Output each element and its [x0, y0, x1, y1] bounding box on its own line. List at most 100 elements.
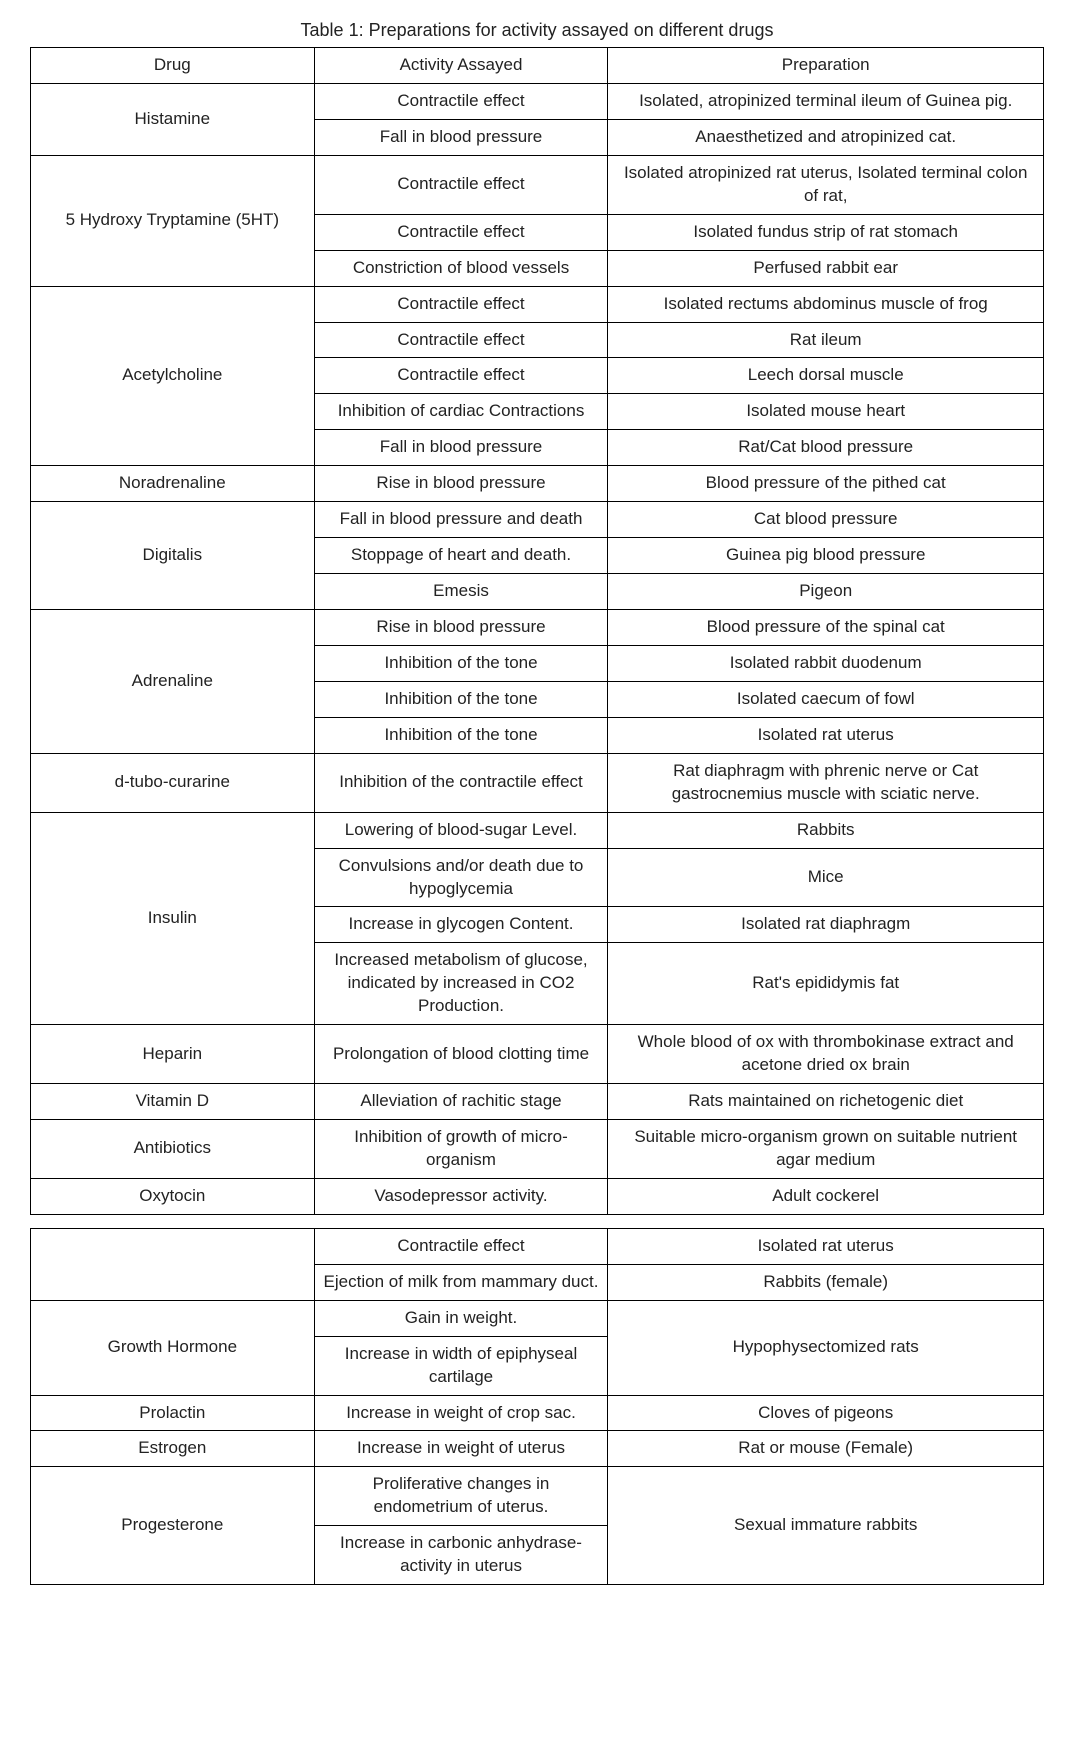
- drug-cell: d-tubo-curarine: [31, 753, 315, 812]
- preparation-cell: Blood pressure of the pithed cat: [608, 466, 1044, 502]
- preparation-cell: Isolated rectums abdominus muscle of fro…: [608, 286, 1044, 322]
- preparation-cell: Rats maintained on richetogenic diet: [608, 1084, 1044, 1120]
- preparation-cell: Rabbits (female): [608, 1264, 1044, 1300]
- activity-cell: Increase in weight of crop sac.: [314, 1395, 608, 1431]
- table-row: EstrogenIncrease in weight of uterusRat …: [31, 1431, 1044, 1467]
- table-header-row: DrugActivity AssayedPreparation: [31, 48, 1044, 84]
- table-row: Contractile effectIsolated rat uterus: [31, 1228, 1044, 1264]
- drug-cell: Heparin: [31, 1025, 315, 1084]
- preparation-cell: Cat blood pressure: [608, 502, 1044, 538]
- activity-cell: Increase in carbonic anhydrase-activity …: [314, 1526, 608, 1585]
- preparation-cell: Isolated mouse heart: [608, 394, 1044, 430]
- drug-cell: Histamine: [31, 83, 315, 155]
- activity-cell: Contractile effect: [314, 1228, 608, 1264]
- preparation-cell: Rat's epididymis fat: [608, 943, 1044, 1025]
- activity-cell: Stoppage of heart and death.: [314, 538, 608, 574]
- activity-cell: Lowering of blood-sugar Level.: [314, 812, 608, 848]
- preparation-cell: Perfused rabbit ear: [608, 250, 1044, 286]
- activity-cell: Increase in glycogen Content.: [314, 907, 608, 943]
- drug-cell: Antibiotics: [31, 1120, 315, 1179]
- preparation-cell: Rat diaphragm with phrenic nerve or Cat …: [608, 753, 1044, 812]
- activity-cell: Increase in weight of uterus: [314, 1431, 608, 1467]
- preparation-cell: Isolated rat diaphragm: [608, 907, 1044, 943]
- preparation-cell: Leech dorsal muscle: [608, 358, 1044, 394]
- drug-cell: 5 Hydroxy Tryptamine (5HT): [31, 155, 315, 286]
- activity-cell: Inhibition of the tone: [314, 717, 608, 753]
- table-row: InsulinLowering of blood-sugar Level.Rab…: [31, 812, 1044, 848]
- drug-cell: Oxytocin: [31, 1178, 315, 1214]
- activity-cell: Fall in blood pressure: [314, 119, 608, 155]
- preparation-cell: Anaesthetized and atropinized cat.: [608, 119, 1044, 155]
- drug-cell: Insulin: [31, 812, 315, 1025]
- activity-cell: Fall in blood pressure: [314, 430, 608, 466]
- preparation-cell: Isolated rabbit duodenum: [608, 645, 1044, 681]
- activity-cell: Inhibition of the contractile effect: [314, 753, 608, 812]
- table-row: 5 Hydroxy Tryptamine (5HT)Contractile ef…: [31, 155, 1044, 214]
- drug-cell: Progesterone: [31, 1467, 315, 1585]
- preparation-cell: Rat/Cat blood pressure: [608, 430, 1044, 466]
- preparation-cell: Isolated rat uterus: [608, 1228, 1044, 1264]
- table-row: AntibioticsInhibition of growth of micro…: [31, 1120, 1044, 1179]
- table-row: HistamineContractile effectIsolated, atr…: [31, 83, 1044, 119]
- table-row: Growth HormoneGain in weight.Hypophysect…: [31, 1300, 1044, 1336]
- drug-cell: Digitalis: [31, 502, 315, 610]
- activity-cell: Rise in blood pressure: [314, 610, 608, 646]
- activity-cell: Prolongation of blood clotting time: [314, 1025, 608, 1084]
- drug-cell: Noradrenaline: [31, 466, 315, 502]
- table-row: AdrenalineRise in blood pressureBlood pr…: [31, 610, 1044, 646]
- preparation-cell: Cloves of pigeons: [608, 1395, 1044, 1431]
- preparation-cell: Rabbits: [608, 812, 1044, 848]
- activity-cell: Constriction of blood vessels: [314, 250, 608, 286]
- table-row: DigitalisFall in blood pressure and deat…: [31, 502, 1044, 538]
- activity-cell: Rise in blood pressure: [314, 466, 608, 502]
- table-row: d-tubo-curarineInhibition of the contrac…: [31, 753, 1044, 812]
- activity-cell: Convulsions and/or death due to hypoglyc…: [314, 848, 608, 907]
- preparation-cell: Mice: [608, 848, 1044, 907]
- preparation-cell: Isolated rat uterus: [608, 717, 1044, 753]
- drug-cell: Growth Hormone: [31, 1300, 315, 1395]
- column-header-activity: Activity Assayed: [314, 48, 608, 84]
- column-header-preparation: Preparation: [608, 48, 1044, 84]
- preparation-cell: Pigeon: [608, 574, 1044, 610]
- table-gap-row: [31, 1214, 1044, 1228]
- preparation-cell: Adult cockerel: [608, 1178, 1044, 1214]
- preparation-cell: Isolated, atropinized terminal ileum of …: [608, 83, 1044, 119]
- drug-cell: Acetylcholine: [31, 286, 315, 466]
- activity-cell: Contractile effect: [314, 155, 608, 214]
- drug-cell: Estrogen: [31, 1431, 315, 1467]
- table-caption: Table 1: Preparations for activity assay…: [30, 20, 1044, 41]
- activity-cell: Inhibition of growth of micro-organism: [314, 1120, 608, 1179]
- table-row: ProlactinIncrease in weight of crop sac.…: [31, 1395, 1044, 1431]
- activity-cell: Contractile effect: [314, 83, 608, 119]
- table-row: OxytocinVasodepressor activity.Adult coc…: [31, 1178, 1044, 1214]
- activity-cell: Fall in blood pressure and death: [314, 502, 608, 538]
- activity-cell: Alleviation of rachitic stage: [314, 1084, 608, 1120]
- activity-cell: Inhibition of cardiac Contractions: [314, 394, 608, 430]
- preparation-cell: Guinea pig blood pressure: [608, 538, 1044, 574]
- activity-cell: Emesis: [314, 574, 608, 610]
- preparation-cell: Suitable micro-organism grown on suitabl…: [608, 1120, 1044, 1179]
- drug-cell: Prolactin: [31, 1395, 315, 1431]
- activity-cell: Ejection of milk from mammary duct.: [314, 1264, 608, 1300]
- activity-cell: Increased metabolism of glucose, indicat…: [314, 943, 608, 1025]
- drug-cell: Adrenaline: [31, 610, 315, 754]
- preparation-cell: Sexual immature rabbits: [608, 1467, 1044, 1585]
- table-row: Vitamin DAlleviation of rachitic stageRa…: [31, 1084, 1044, 1120]
- activity-cell: Inhibition of the tone: [314, 645, 608, 681]
- activity-cell: Increase in width of epiphyseal cartilag…: [314, 1336, 608, 1395]
- activity-cell: Contractile effect: [314, 214, 608, 250]
- preparation-cell: Hypophysectomized rats: [608, 1300, 1044, 1395]
- table-row: NoradrenalineRise in blood pressureBlood…: [31, 466, 1044, 502]
- column-header-drug: Drug: [31, 48, 315, 84]
- drug-cell: [31, 1228, 315, 1300]
- table-row: ProgesteroneProliferative changes in end…: [31, 1467, 1044, 1526]
- activity-cell: Contractile effect: [314, 286, 608, 322]
- activity-cell: Vasodepressor activity.: [314, 1178, 608, 1214]
- preparation-cell: Blood pressure of the spinal cat: [608, 610, 1044, 646]
- preparation-cell: Rat ileum: [608, 322, 1044, 358]
- activity-cell: Gain in weight.: [314, 1300, 608, 1336]
- preparation-cell: Rat or mouse (Female): [608, 1431, 1044, 1467]
- activity-cell: Inhibition of the tone: [314, 681, 608, 717]
- drug-cell: Vitamin D: [31, 1084, 315, 1120]
- preparation-cell: Isolated fundus strip of rat stomach: [608, 214, 1044, 250]
